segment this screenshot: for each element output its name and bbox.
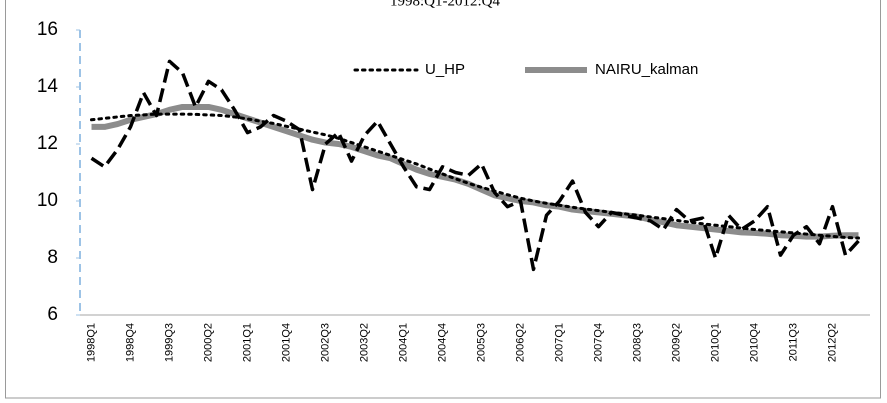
x-tick-label: 2006Q2 (514, 323, 526, 362)
x-tick-label: 2010Q1 (709, 323, 721, 362)
x-tick-label: 2005Q3 (475, 323, 487, 362)
y-tick-label: 14 (37, 76, 59, 97)
x-tick-label: 2000Q2 (202, 323, 214, 362)
chart-frame (5, 0, 881, 399)
y-tick-label: 12 (37, 133, 58, 154)
x-tick-label: 2004Q4 (436, 323, 448, 362)
x-tick-label: 1998Q4 (124, 323, 136, 362)
legend-label: U_HP (425, 61, 465, 78)
x-tick-label: 2004Q1 (397, 323, 409, 362)
x-tick-label: 1999Q3 (163, 323, 175, 362)
y-tick-label: 16 (37, 19, 58, 40)
x-tick-label: 1998Q1 (85, 323, 97, 362)
x-tick-label: 2001Q1 (241, 323, 253, 362)
series-line (91, 103, 859, 240)
x-tick-label: 2011Q3 (787, 323, 799, 361)
x-tick-label: 2010Q4 (748, 323, 760, 362)
y-tick-label: 10 (37, 190, 58, 211)
y-tick-label: 6 (47, 304, 58, 325)
series-line (90, 112, 860, 240)
x-tick-label: 2002Q3 (319, 323, 331, 362)
x-tick-label: 2008Q3 (631, 323, 643, 362)
legend-label: NAIRU_kalman (595, 61, 698, 78)
x-tick-label: 2012Q2 (826, 323, 838, 362)
x-tick-label: 2007Q1 (553, 323, 565, 362)
chart-title: 1998:Q1-2012:Q4 (390, 0, 500, 9)
y-tick-label: 8 (47, 247, 58, 268)
x-tick-label: 2009Q2 (670, 323, 682, 362)
series-line (90, 59, 860, 272)
x-tick-label: 2001Q4 (280, 323, 292, 362)
x-tick-label: 2007Q4 (592, 323, 604, 362)
x-tick-label: 2003Q2 (358, 323, 370, 362)
